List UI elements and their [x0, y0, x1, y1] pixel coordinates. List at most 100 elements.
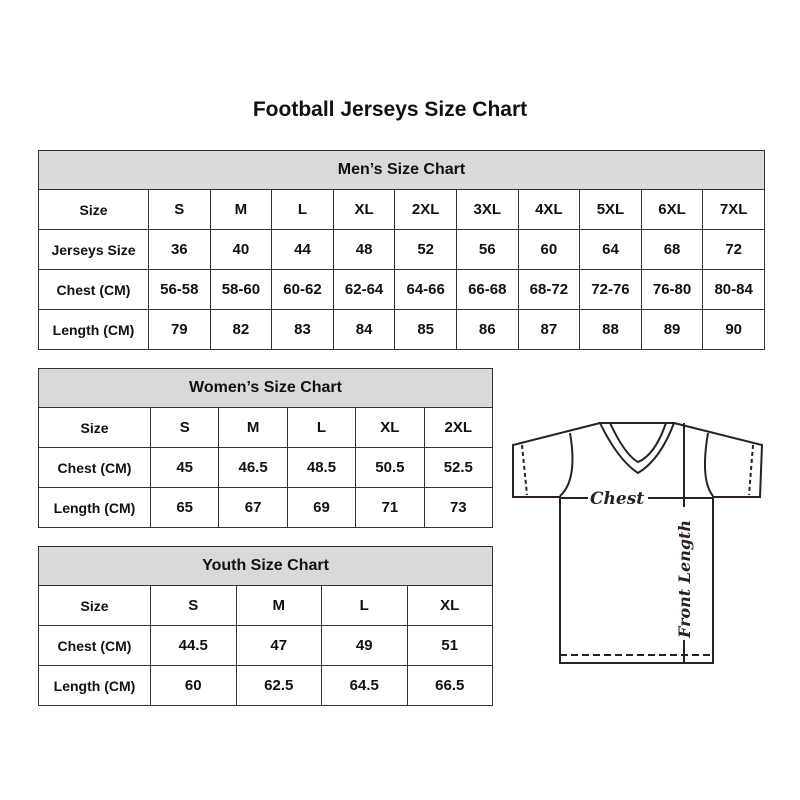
left-armhole: [559, 432, 574, 497]
jersey-outline: [512, 422, 764, 664]
table-cell: 65: [149, 487, 220, 528]
row-label: Length (CM): [38, 665, 151, 706]
table-cell: 48: [332, 229, 396, 270]
table-cell: 79: [148, 309, 211, 350]
table-row: Size S M L XL 2XL 3XL 4XL 5XL 6XL 7XL: [38, 189, 765, 230]
table-cell: 60: [517, 229, 581, 270]
table-cell: 64.5: [321, 665, 408, 706]
table-cell: 56-58: [148, 269, 211, 310]
table-cell: XL: [406, 585, 494, 626]
table-row: Length (CM) 60 62.5 64.5 66.5: [38, 665, 494, 706]
table-cell: 66.5: [406, 665, 494, 706]
table-cell: 44: [271, 229, 334, 270]
row-label: Size: [38, 189, 149, 230]
jersey-collar: [598, 422, 676, 475]
table-row: Length (CM) 65 67 69 71 73: [38, 487, 494, 528]
row-label: Chest (CM): [38, 447, 151, 488]
table-heading-row: Youth Size Chart: [37, 546, 494, 586]
row-label: Chest (CM): [38, 625, 151, 666]
table-cell: 58-60: [209, 269, 273, 310]
table-cell: M: [218, 407, 288, 448]
table-cell: 85: [394, 309, 457, 350]
table-cell: 72: [702, 229, 765, 270]
chest-label: Chest: [590, 489, 644, 509]
table-row: Chest (CM) 56-58 58-60 60-62 62-64 64-66 66-68…: [38, 269, 765, 310]
table-cell: 49: [321, 625, 408, 666]
table-cell: L: [271, 189, 334, 230]
table-cell: 56: [455, 229, 519, 270]
table-cell: 89: [640, 309, 704, 350]
table-cell: XL: [332, 189, 396, 230]
table-cell: S: [148, 189, 211, 230]
row-label: Size: [38, 407, 151, 448]
table-cell: L: [286, 407, 357, 448]
table-heading-row: Women’s Size Chart: [37, 368, 494, 408]
table-cell: 66-68: [455, 269, 519, 310]
table-cell: M: [209, 189, 273, 230]
table-row: Jerseys Size 36 40 44 48 52 56 60 64 68 72: [38, 229, 765, 270]
table-cell: 52.5: [423, 447, 494, 488]
table-row: Size S M L XL: [38, 585, 494, 626]
table-cell: 82: [209, 309, 273, 350]
table-heading: Youth Size Chart: [37, 546, 494, 586]
table-heading: Men’s Size Chart: [38, 150, 765, 190]
table-cell: 60: [150, 665, 237, 706]
table-cell: 71: [355, 487, 425, 528]
table-row: Length (CM) 79 82 83 84 85 86 87 88 89 90: [38, 309, 765, 350]
table-cell: 73: [423, 487, 494, 528]
table-cell: 48.5: [286, 447, 357, 488]
row-label: Chest (CM): [38, 269, 149, 310]
table-cell: 7XL: [702, 189, 765, 230]
table-cell: S: [150, 585, 237, 626]
right-armhole: [704, 432, 714, 497]
row-label: Size: [38, 585, 151, 626]
table-cell: 67: [218, 487, 288, 528]
jersey-diagram: Chest Front Length: [512, 422, 764, 664]
table-cell: 69: [286, 487, 357, 528]
table-cell: 2XL: [394, 189, 457, 230]
table-heading-row: Men’s Size Chart: [38, 150, 765, 190]
row-label: Length (CM): [38, 487, 151, 528]
table-cell: 90: [702, 309, 765, 350]
table-cell: 62-64: [332, 269, 396, 310]
table-cell: 88: [579, 309, 642, 350]
table-cell: L: [321, 585, 408, 626]
table-cell: 50.5: [355, 447, 425, 488]
table-cell: 76-80: [640, 269, 704, 310]
table-cell: 86: [455, 309, 519, 350]
table-cell: 60-62: [271, 269, 334, 310]
page-title: Football Jerseys Size Chart: [252, 98, 528, 121]
table-cell: 3XL: [455, 189, 519, 230]
table-cell: 46.5: [218, 447, 288, 488]
table-cell: 62.5: [235, 665, 322, 706]
table-cell: 4XL: [517, 189, 581, 230]
table-row: Chest (CM) 45 46.5 48.5 50.5 52.5: [38, 447, 494, 488]
womens-size-table: Women’s Size Chart Size S M L XL 2XL Chest (CM)…: [37, 368, 494, 528]
table-cell: 5XL: [579, 189, 642, 230]
table-cell: 45: [149, 447, 220, 488]
table-heading: Women’s Size Chart: [37, 368, 494, 408]
table-cell: S: [149, 407, 220, 448]
table-cell: 68: [640, 229, 704, 270]
row-label: Length (CM): [38, 309, 149, 350]
table-cell: 47: [235, 625, 322, 666]
table-cell: M: [235, 585, 322, 626]
table-cell: 64: [579, 229, 642, 270]
table-cell: 80-84: [702, 269, 765, 310]
mens-size-table: Men’s Size Chart Size S M L XL 2XL 3XL 4XL 5XL 6XL…: [38, 150, 765, 350]
table-cell: 87: [517, 309, 581, 350]
table-row: Size S M L XL 2XL: [38, 407, 494, 448]
table-row: Chest (CM) 44.5 47 49 51: [38, 625, 494, 666]
table-cell: 68-72: [517, 269, 581, 310]
table-cell: 51: [406, 625, 494, 666]
table-cell: 84: [332, 309, 396, 350]
table-cell: XL: [355, 407, 425, 448]
table-cell: 52: [394, 229, 457, 270]
table-cell: 64-66: [394, 269, 457, 310]
table-cell: 44.5: [150, 625, 237, 666]
table-cell: 36: [148, 229, 211, 270]
table-cell: 6XL: [640, 189, 704, 230]
table-cell: 2XL: [423, 407, 494, 448]
row-label: Jerseys Size: [38, 229, 149, 270]
table-cell: 83: [271, 309, 334, 350]
